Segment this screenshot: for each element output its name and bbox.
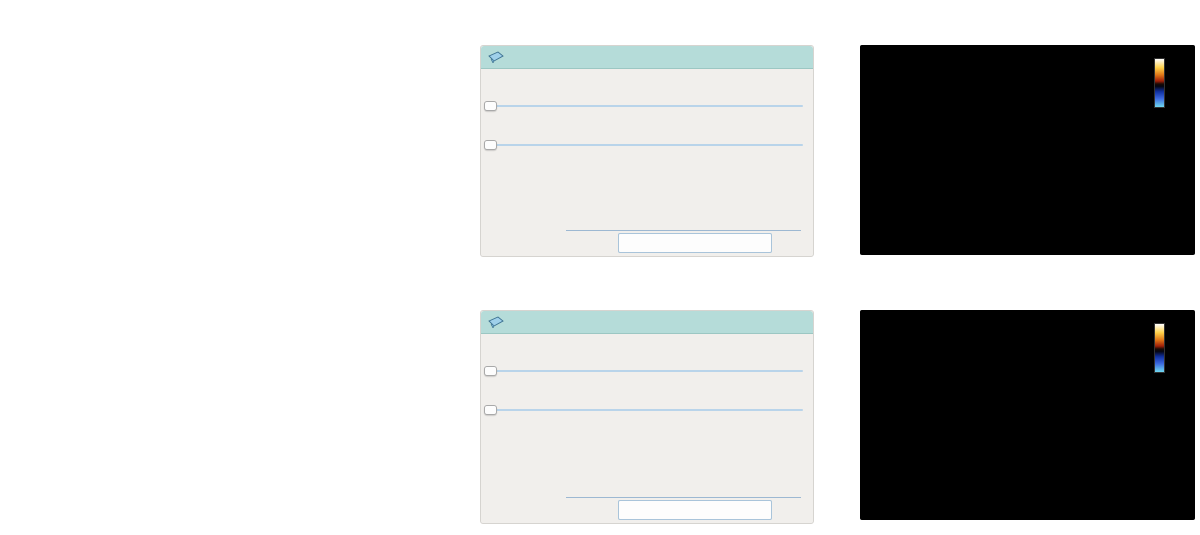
doppler-spectrum: [860, 45, 1195, 255]
p-slider[interactable]: [484, 359, 803, 385]
slider-handle[interactable]: [484, 405, 497, 415]
slider-handle[interactable]: [484, 140, 497, 150]
results-block: [589, 452, 801, 460]
app-header: [481, 311, 813, 334]
colorbar-gradient: [1153, 58, 1165, 108]
slider-handle[interactable]: [484, 366, 497, 376]
slider-track[interactable]: [489, 144, 803, 146]
prediction-app-case1: [480, 45, 814, 257]
ecg-strip-case1: [8, 2, 466, 254]
predicted-value-button[interactable]: [618, 500, 772, 520]
echo-image-case2: [860, 310, 1195, 520]
slider-track[interactable]: [489, 409, 803, 411]
app-header: [481, 46, 813, 69]
results-block: [589, 186, 801, 194]
echo-image-case1: [860, 45, 1195, 255]
sv1-slider[interactable]: [484, 398, 803, 424]
app-logo-icon: [488, 51, 504, 63]
app-logo-icon: [488, 316, 504, 328]
slider-handle[interactable]: [484, 101, 497, 111]
p-slider[interactable]: [484, 94, 803, 120]
color-doppler-scale: [1146, 57, 1172, 109]
colorbar-gradient: [1153, 323, 1165, 373]
doppler-spectrum: [860, 310, 1195, 520]
ecg-strip-case2: [8, 272, 466, 524]
color-doppler-scale: [1146, 322, 1172, 374]
divider: [566, 497, 801, 498]
slider-track[interactable]: [489, 105, 803, 107]
predicted-value-button[interactable]: [618, 233, 772, 253]
sv1-slider[interactable]: [484, 133, 803, 159]
divider: [566, 230, 801, 231]
slider-track[interactable]: [489, 370, 803, 372]
prediction-app-case2: [480, 310, 814, 524]
